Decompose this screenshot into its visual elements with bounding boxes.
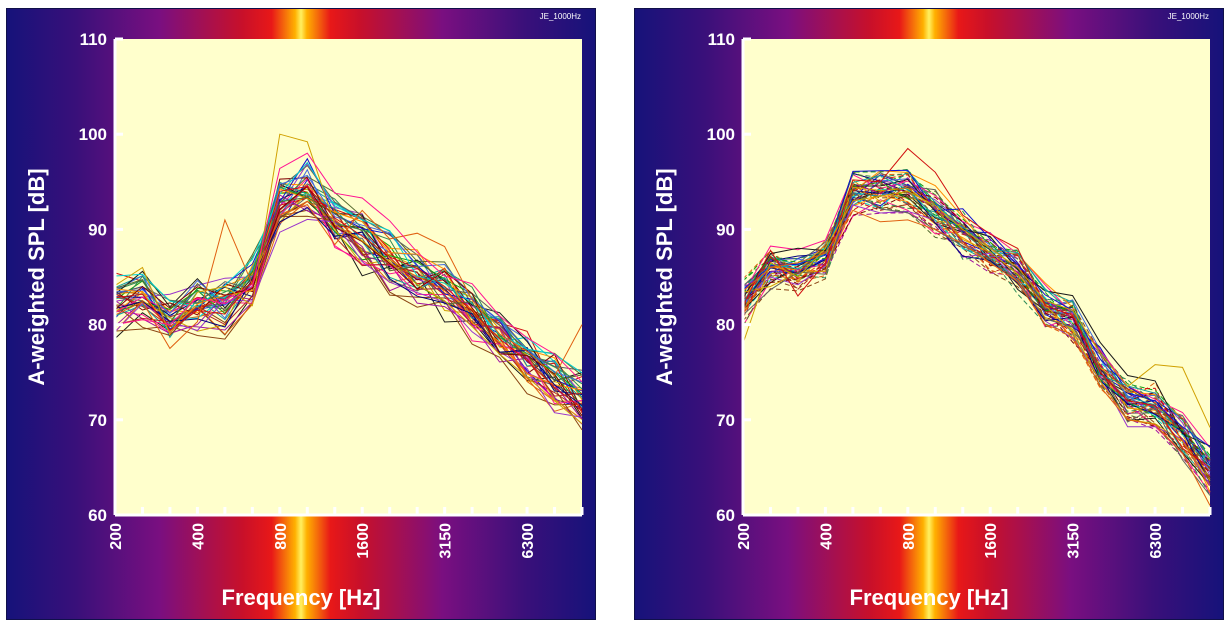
x-axis-label: Frequency [Hz] [221,585,381,610]
series-line [742,188,1211,484]
series-line [114,200,583,412]
series-line [114,152,583,383]
plot-area [115,39,582,515]
x-tick-label: 1600 [983,523,1000,559]
y-tick-label: 60 [716,506,735,525]
x-tick-label: 400 [818,523,835,550]
x-tick-label: 6300 [1148,523,1165,559]
series-line [114,133,583,424]
series-line [742,197,1211,496]
y-tick-label: 90 [716,220,735,239]
x-axis-label: Frequency [Hz] [849,585,1009,610]
series-line [742,169,1211,448]
series-line [114,174,583,383]
series-group [114,133,583,431]
series-line [742,175,1211,459]
series-line [742,193,1211,478]
x-tick-label: 800 [273,523,290,550]
y-tick-label: 70 [88,411,107,430]
chart-watermark: JE_1000Hz [539,12,581,21]
series-line [114,209,583,406]
x-tick-label: 400 [190,523,207,550]
series-line [742,174,1211,449]
series-line [742,147,1211,468]
series-line [742,190,1211,428]
x-tick-label: 200 [736,523,753,550]
series-line [114,203,583,377]
series-line [114,192,583,409]
y-tick-label: 90 [88,220,107,239]
series-line [114,185,583,395]
y-tick-label: 110 [708,30,735,49]
series-line [742,212,1211,492]
series-line [742,177,1211,462]
series-group [742,147,1211,506]
series-line [742,183,1211,488]
series-line [114,185,583,397]
series-line [114,188,583,391]
series-line [742,186,1211,483]
y-tick-label: 80 [88,316,107,335]
line-chart-left: 60 70 80 90 100 110 200 400 800 1600 3150 6300 [79,30,584,559]
series-line [742,187,1211,463]
x-tick-label: 3150 [1066,523,1083,559]
series-line [114,184,583,405]
line-chart-right: 60 70 80 90 100 110 200 400 800 1600 3150 6300 [707,30,1212,559]
series-line [742,181,1211,462]
series-line [742,185,1211,481]
chart-panel-left: JE_1000Hz A-weighted SPL [dB] 60 70 80 90 10… [6,8,596,620]
chart-watermark: JE_1000Hz [1167,12,1209,21]
series-line [742,171,1211,470]
y-tick-label: 70 [716,411,735,430]
x-tick-label: 1600 [355,523,372,559]
x-tick-label: 200 [108,523,125,550]
y-tick-label: 80 [716,316,735,335]
series-line [742,191,1211,496]
y-tick-label: 60 [88,506,107,525]
y-tick-label: 110 [80,30,107,49]
y-tick-label: 100 [79,125,107,144]
series-line [742,172,1211,459]
chart-panel-right: JE_1000Hz A-weighted SPL [dB] 60 70 80 90 10… [634,8,1224,620]
x-tick-label: 3150 [438,523,455,559]
series-line [742,209,1211,506]
y-tick-label: 100 [707,125,735,144]
x-tick-label: 800 [901,523,918,550]
x-tick-label: 6300 [520,523,537,559]
series-line [114,185,583,416]
